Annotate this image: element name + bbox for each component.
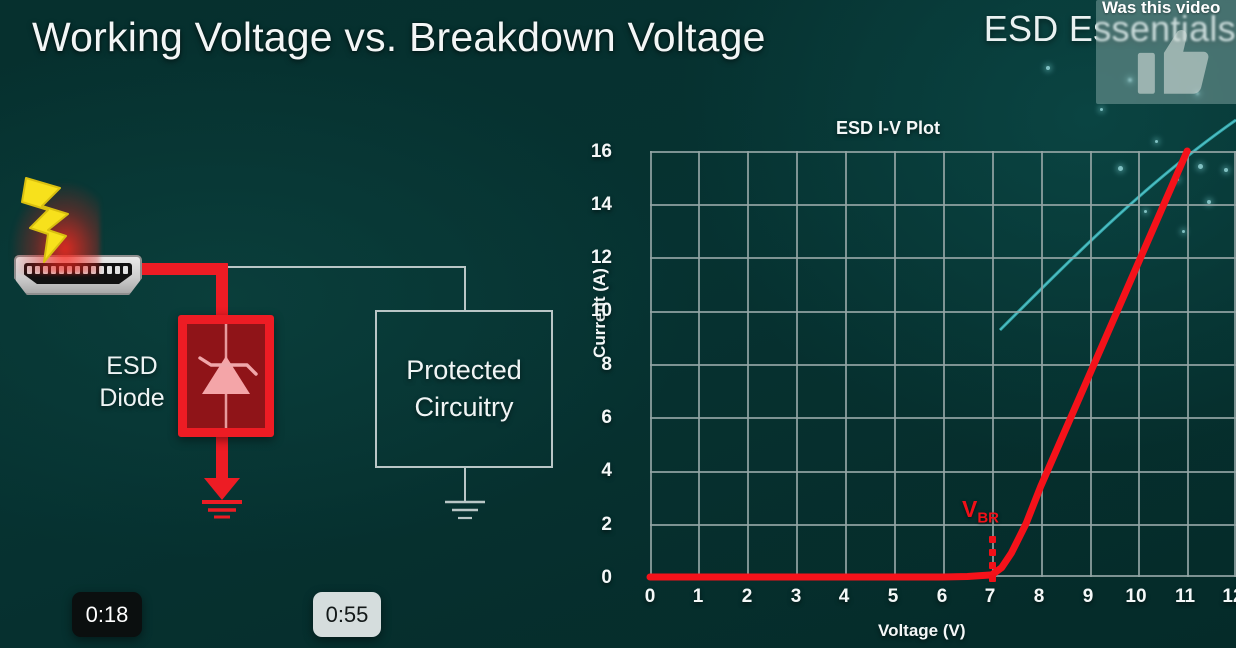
y-tick-label: 16 (590, 141, 612, 162)
video-survey-overlay[interactable]: Was this video (1096, 0, 1236, 104)
zener-tvs-diode-icon (198, 324, 258, 428)
breakdown-voltage-label: VBR (962, 496, 999, 527)
grid-line-horizontal (650, 417, 1236, 419)
x-tick-label: 7 (984, 586, 996, 607)
x-tick-label: 2 (741, 586, 753, 607)
x-tick-label: 6 (936, 586, 948, 607)
circuit-diagram: ESD Diode Protected Circuitry (0, 170, 580, 550)
y-tick-label: 14 (590, 194, 612, 215)
x-tick-label: 10 (1125, 586, 1147, 607)
page-title: Working Voltage vs. Breakdown Voltage (32, 14, 766, 60)
y-tick-label: 8 (601, 354, 612, 375)
grid-line-horizontal (650, 257, 1236, 259)
y-tick-label: 6 (601, 407, 612, 428)
sparkle-dot (1046, 66, 1050, 70)
x-tick-label: 8 (1033, 586, 1045, 607)
protected-circuitry-label: Protected Circuitry (377, 312, 551, 466)
x-tick-label: 12 (1222, 586, 1236, 607)
esd-diode-label-line1: ESD (106, 352, 158, 380)
esd-diode-box (178, 315, 274, 437)
grid-line-horizontal (650, 204, 1236, 206)
wire-diode-to-ground (216, 432, 228, 480)
wire-protected-drop (464, 266, 466, 312)
esd-iv-plot: ESD I-V Plot Current (A) Voltage (V) 16 … (578, 108, 1236, 648)
x-tick-label: 1 (692, 586, 704, 607)
x-tick-label: 3 (790, 586, 802, 607)
vbr-subscript: BR (977, 509, 1000, 527)
remaining-time-chip[interactable]: 0:55 (313, 592, 381, 637)
grid-line-horizontal (650, 151, 1236, 153)
protected-circuitry-line2: Circuitry (414, 392, 514, 422)
protected-circuitry-line1: Protected (406, 355, 522, 385)
survey-prompt: Was this video (1102, 0, 1221, 17)
elapsed-time-chip[interactable]: 0:18 (72, 592, 142, 637)
x-tick-label: 0 (644, 586, 656, 607)
esd-diode-label: ESD Diode (88, 350, 176, 414)
lightning-bolt-icon (21, 177, 69, 263)
wire-node-to-protected (228, 266, 466, 268)
vbr-symbol: V (962, 496, 978, 522)
grid-line-horizontal (650, 364, 1236, 366)
vbr-dotted-segment (989, 549, 996, 556)
y-tick-label: 10 (590, 300, 612, 321)
chart-plot-area: VBR (646, 147, 1236, 582)
wire-node-to-diode (216, 263, 228, 321)
ground-icon (445, 500, 485, 520)
wire-connector-to-node (138, 263, 228, 275)
x-tick-label: 5 (887, 586, 899, 607)
vbr-dotted-segment (989, 562, 996, 569)
grid-line-horizontal (650, 471, 1236, 473)
x-tick-label: 11 (1174, 586, 1196, 607)
ground-icon (202, 478, 242, 519)
y-tick-label: 12 (590, 247, 612, 268)
x-tick-label: 9 (1082, 586, 1094, 607)
grid-line-horizontal (650, 311, 1236, 313)
grid-line-horizontal (650, 524, 1236, 526)
thumbs-up-icon[interactable] (1136, 28, 1210, 96)
chart-x-axis-label: Voltage (V) (878, 621, 966, 640)
y-tick-label: 4 (601, 460, 612, 481)
wire-protected-to-ground (464, 468, 466, 502)
x-tick-label: 4 (838, 586, 850, 607)
vbr-dotted-segment (989, 536, 996, 543)
esd-diode-label-line2: Diode (99, 384, 165, 412)
iv-curve-svg (646, 147, 1191, 581)
y-tick-label: 0 (601, 567, 612, 588)
protected-circuitry-box: Protected Circuitry (375, 310, 553, 468)
esd-diode-iv-curve (646, 147, 1191, 581)
chart-title: ESD I-V Plot (836, 118, 941, 138)
vbr-dotted-segment (989, 575, 996, 582)
y-tick-label: 2 (601, 514, 612, 535)
